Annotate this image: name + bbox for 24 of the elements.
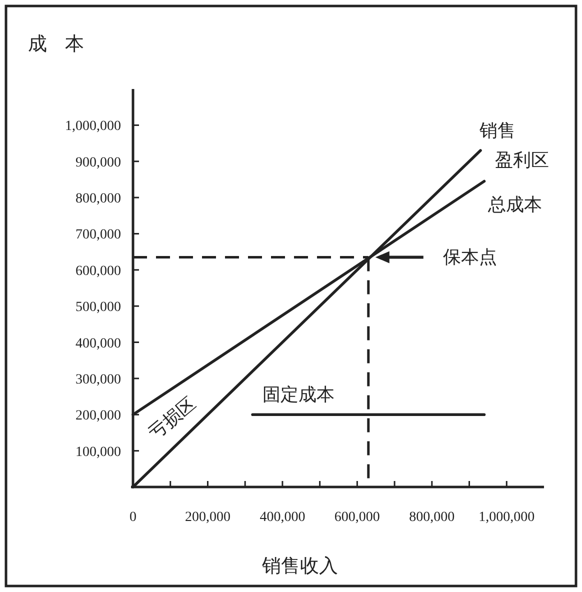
y-tick-label: 200,000 [76,408,121,424]
y-tick-label: 800,000 [76,192,121,207]
y-tick-label: 900,000 [76,155,121,170]
annotation: 盈利区 [495,150,549,171]
y-tick-label: 300,000 [76,372,121,388]
series-label: 总成本 [487,194,542,216]
y-tick-label: 400,000 [76,336,121,352]
y-tick-label: 500,000 [76,300,121,316]
x-tick-label: 600,000 [334,510,380,525]
annotation: 保本点 [443,247,497,268]
x-tick-label: 1,000,000 [478,510,535,525]
x-tick-label: 0 [130,510,136,525]
x-tick-label: 400,000 [260,510,306,525]
x-axis-title: 销售收入 [261,555,338,577]
y-axis-title: 成 本 [28,33,90,55]
y-tick-label: 1,000,000 [65,119,121,134]
x-tick-label: 200,000 [184,510,230,525]
y-tick-label: 600,000 [76,264,121,279]
y-tick-label: 700,000 [76,228,121,243]
x-tick-label: 800,000 [409,510,455,525]
series-label: 固定成本 [262,384,335,406]
series-label: 销售 [478,120,516,142]
y-tick-label: 100,000 [76,444,121,460]
annotation: 亏损区 [144,392,200,444]
